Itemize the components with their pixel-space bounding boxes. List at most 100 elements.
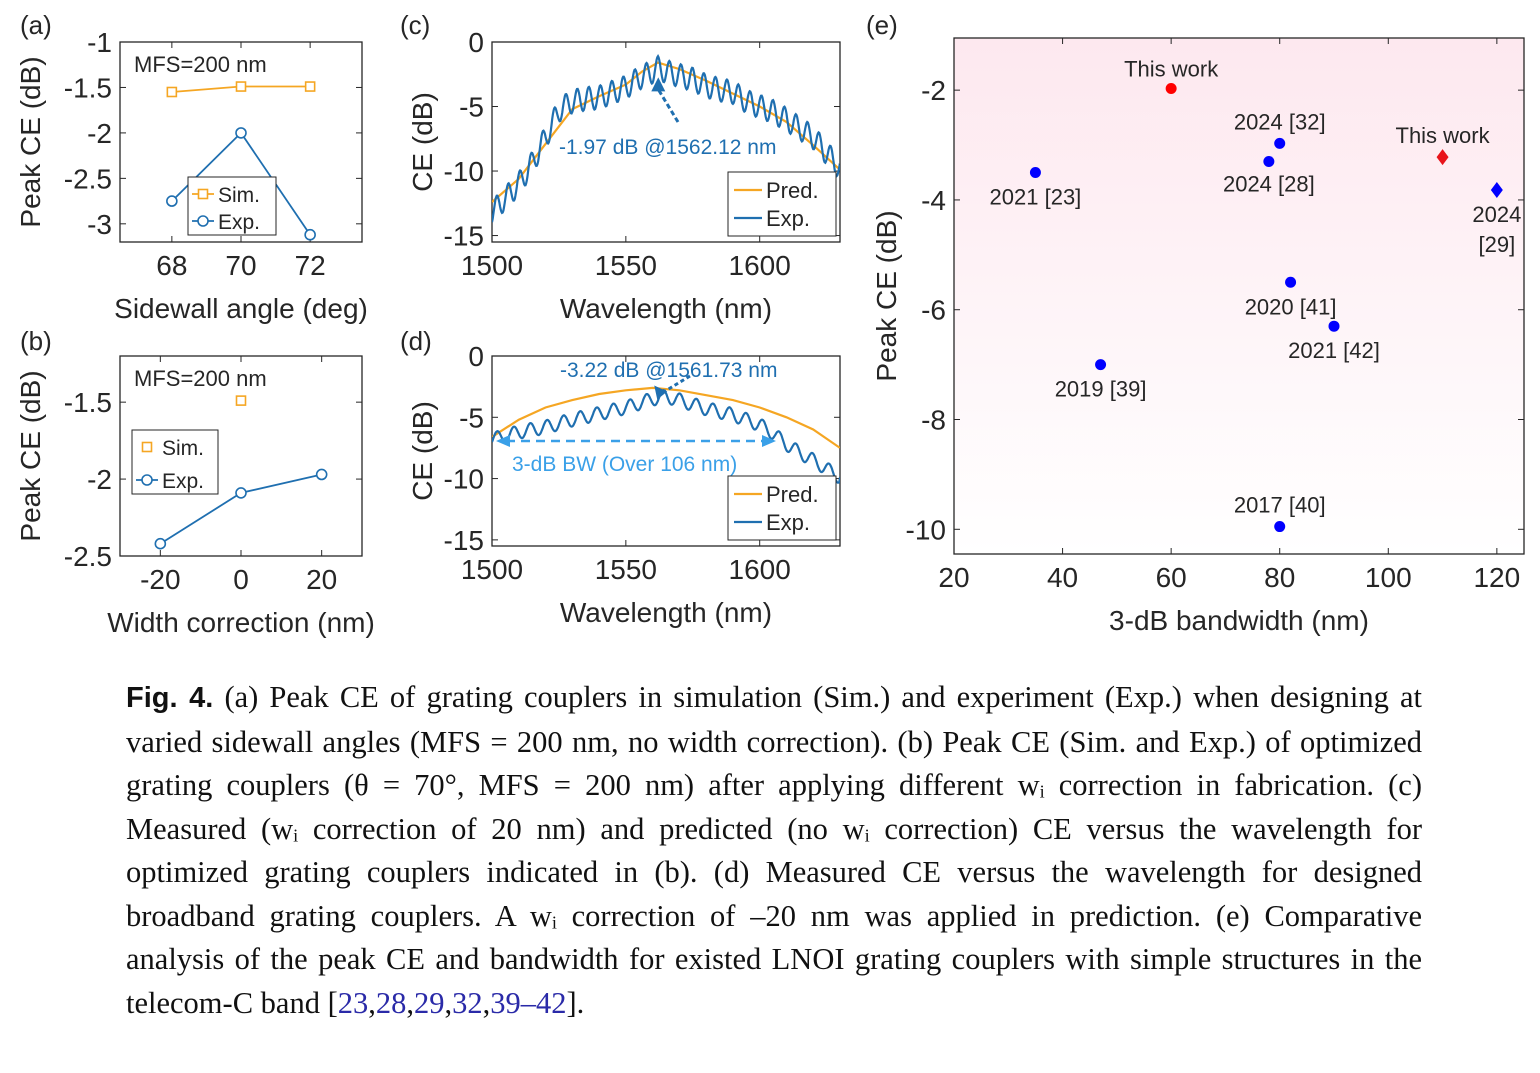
data-marker bbox=[235, 487, 247, 499]
legend-label: Sim. bbox=[218, 184, 260, 207]
caption-ref[interactable]: 23 bbox=[337, 985, 369, 1020]
x-axis-label: 3-dB bandwidth (nm) bbox=[1109, 605, 1369, 636]
y-tick-label: -6 bbox=[921, 295, 946, 326]
figure-caption: Fig. 4. (a) Peak CE of grating couplers … bbox=[126, 680, 1423, 1020]
x-axis-label: Sidewall angle (deg) bbox=[114, 293, 368, 324]
bandwidth-arrowhead bbox=[496, 435, 510, 447]
x-tick-label: 0 bbox=[233, 564, 249, 595]
x-tick-label: 68 bbox=[156, 250, 187, 281]
y-axis-label: CE (dB) bbox=[407, 92, 438, 192]
data-marker bbox=[141, 441, 153, 453]
y-tick-label: -4 bbox=[921, 185, 946, 216]
data-point bbox=[1274, 137, 1286, 149]
caption-ref[interactable]: 29 bbox=[413, 985, 445, 1020]
data-marker bbox=[315, 468, 328, 481]
x-tick-label: 72 bbox=[295, 250, 326, 281]
data-point bbox=[1490, 182, 1503, 199]
panel-label: (d) bbox=[400, 326, 432, 356]
plot-area bbox=[492, 386, 840, 484]
data-marker bbox=[154, 537, 167, 550]
legend-box bbox=[187, 176, 277, 236]
caption-figure-label: Fig. 4. bbox=[126, 682, 214, 714]
data-point bbox=[1263, 156, 1275, 168]
data-point bbox=[1436, 149, 1449, 166]
x-tick-label: 1550 bbox=[595, 554, 657, 585]
annotation-arrowhead bbox=[654, 385, 668, 400]
data-marker bbox=[235, 81, 247, 92]
data-point bbox=[1095, 359, 1107, 371]
series-line bbox=[492, 386, 840, 449]
series-line bbox=[492, 61, 840, 203]
data-point bbox=[1274, 521, 1286, 533]
x-tick-label: 80 bbox=[1264, 562, 1295, 593]
caption-ref[interactable]: 28 bbox=[375, 985, 407, 1020]
data-marker bbox=[304, 81, 316, 92]
x-axis-label: Wavelength (nm) bbox=[560, 293, 772, 324]
panel-label: (a) bbox=[20, 10, 52, 40]
x-tick-label: 70 bbox=[225, 250, 256, 281]
annotation-arrow bbox=[660, 374, 691, 395]
data-marker bbox=[304, 228, 316, 241]
y-tick-label: -1 bbox=[87, 27, 112, 58]
plot-area bbox=[1029, 83, 1503, 533]
chart-panel-c: 1500 1550 1600 0 -5 -10 -15 Wavelength (nm) CE (… bbox=[400, 10, 841, 324]
data-marker bbox=[166, 195, 178, 207]
data-marker bbox=[235, 127, 247, 139]
y-tick-label: -8 bbox=[921, 405, 946, 436]
y-tick-label: -1.5 bbox=[64, 72, 112, 103]
x-axis-label: Width correction (nm) bbox=[107, 607, 375, 638]
annotation-text: -1.97 dB @1562.12 nm bbox=[559, 136, 776, 159]
y-tick-label: -2.5 bbox=[64, 541, 112, 572]
x-tick-label: 40 bbox=[1047, 562, 1078, 593]
point-label: 2024 [28] bbox=[1223, 172, 1315, 197]
y-tick-label: -2.5 bbox=[64, 163, 112, 194]
plot-frame bbox=[491, 355, 841, 547]
figure-canvas: 68 70 72 -1 -1.5 -2 -2.5 -3 Sidewall angle (deg)… bbox=[15, 10, 1525, 638]
point-label: 2019 [39] bbox=[1055, 377, 1147, 402]
y-tick-label: -2 bbox=[921, 75, 946, 106]
annotation-text: MFS=200 nm bbox=[134, 52, 267, 77]
plot-background bbox=[954, 38, 1524, 554]
annotation-arrowhead bbox=[651, 77, 666, 92]
legend-box bbox=[727, 171, 837, 237]
y-tick-label: -10 bbox=[906, 514, 946, 545]
panel-label: (c) bbox=[400, 10, 430, 40]
data-point bbox=[1328, 320, 1340, 332]
x-tick-label: 1600 bbox=[729, 250, 791, 281]
annotation-arrow bbox=[657, 88, 680, 123]
point-label: 2020 [41] bbox=[1245, 294, 1337, 319]
plot-area bbox=[166, 81, 316, 241]
data-point bbox=[1285, 276, 1297, 288]
caption-ref[interactable]: 39–42 bbox=[490, 985, 567, 1020]
x-tick-label: 100 bbox=[1365, 562, 1412, 593]
legend-label: Exp. bbox=[218, 211, 260, 234]
y-axis-label: CE (dB) bbox=[407, 401, 438, 501]
y-axis-label: Peak CE (dB) bbox=[871, 210, 902, 381]
chart-panel-d: 1500 1550 1600 0 -5 -10 -15 Wavelength (nm) CE (… bbox=[400, 326, 841, 628]
y-axis-label: Peak CE (dB) bbox=[15, 56, 46, 227]
data-point bbox=[1165, 83, 1177, 95]
panel-label: (b) bbox=[20, 326, 52, 356]
legend-label: Sim. bbox=[162, 437, 204, 460]
y-tick-label: -10 bbox=[444, 464, 484, 495]
point-label: [29] bbox=[1479, 232, 1516, 257]
y-tick-label: -3 bbox=[87, 209, 112, 240]
y-tick-label: -15 bbox=[444, 525, 484, 556]
series-line bbox=[492, 389, 840, 484]
data-marker bbox=[166, 86, 178, 98]
point-label: 2024 [32] bbox=[1234, 109, 1326, 134]
legend-label: Exp. bbox=[766, 510, 810, 535]
caption-end-text: ]. bbox=[566, 985, 585, 1020]
y-tick-label: -2 bbox=[87, 118, 112, 149]
caption-ref[interactable]: 32 bbox=[452, 985, 483, 1020]
annotation-text: -3.22 dB @1561.73 nm bbox=[560, 359, 777, 382]
point-label: This work bbox=[1396, 123, 1491, 148]
caption-body-text: (a) Peak CE of grating couplers in simul… bbox=[126, 680, 1423, 1020]
point-label: 2024 bbox=[1472, 202, 1521, 227]
x-tick-label: 1550 bbox=[595, 250, 657, 281]
y-tick-label: -2 bbox=[87, 464, 112, 495]
y-tick-label: -5 bbox=[459, 92, 484, 123]
y-tick-label: -10 bbox=[444, 156, 484, 187]
x-tick-label: 1600 bbox=[729, 554, 791, 585]
chart-panel-e: 20 40 60 80 100 120 -2 -4 -6 -8 -10 3-dB bandwidth … bbox=[866, 10, 1525, 636]
